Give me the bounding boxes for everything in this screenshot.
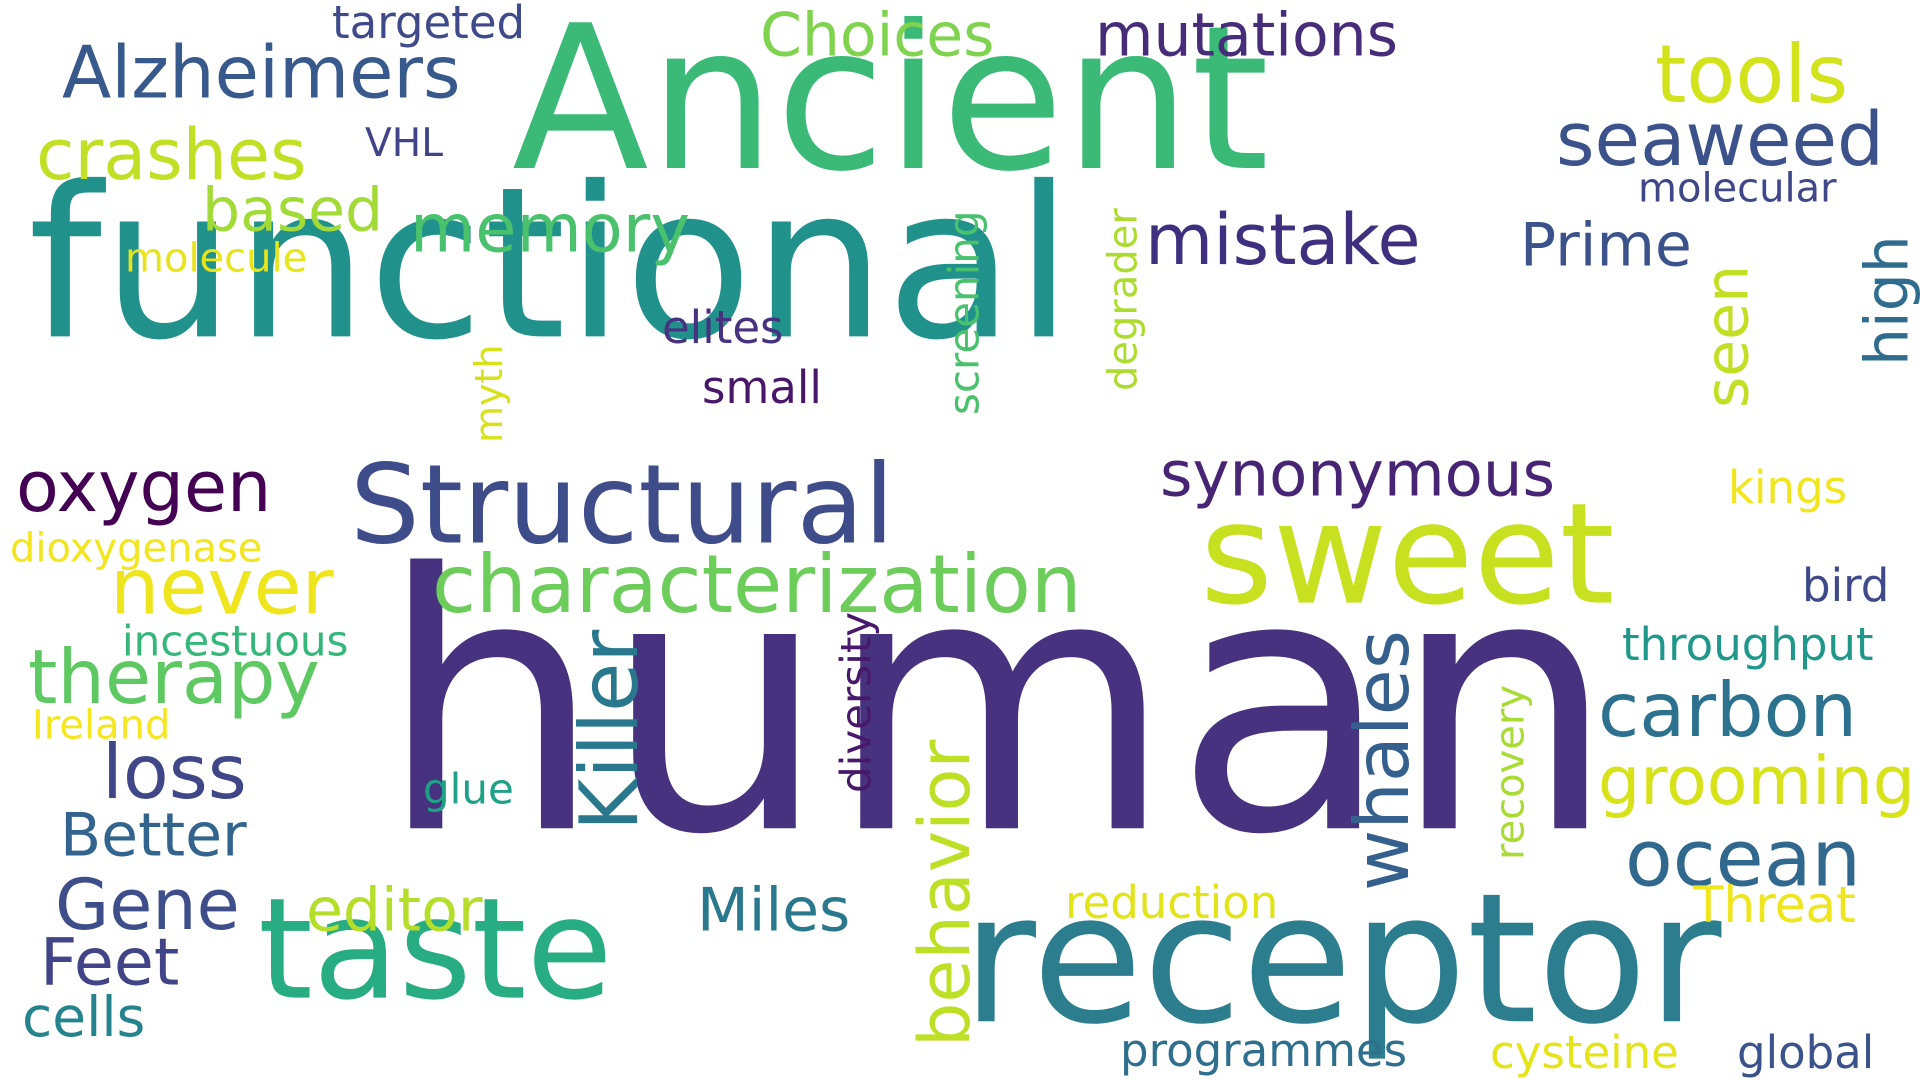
word-ocean: ocean (1625, 812, 1861, 905)
word-ancient: Ancient (512, 0, 1270, 216)
word-recovery: recovery (1486, 684, 1534, 861)
word-receptor: receptor (962, 853, 1722, 1065)
word-screening: screening (939, 209, 989, 415)
word-high: high (1851, 234, 1920, 366)
word-behavior: behavior (903, 739, 986, 1048)
word-gene: Gene (55, 863, 240, 946)
word-killer: Killer (562, 630, 657, 832)
word-whales: whales (1338, 629, 1426, 891)
word-molecular: molecular (1638, 164, 1837, 212)
word-carbon: carbon (1598, 666, 1858, 754)
word-reduction: reduction (1065, 875, 1279, 929)
word-alzheimers: Alzheimers (62, 30, 461, 115)
word-bird: bird (1802, 558, 1890, 612)
word-crashes: crashes (36, 113, 307, 196)
word-kings: kings (1728, 460, 1848, 514)
word-better: Better (60, 799, 247, 870)
word-myth: myth (466, 344, 512, 444)
word-grooming: grooming (1598, 742, 1915, 820)
word-feet: Feet (40, 924, 180, 1001)
word-human: human (378, 498, 1617, 914)
word-choices: Choices (760, 0, 995, 70)
word-taste: taste (258, 867, 613, 1032)
word-seaweed: seaweed (1556, 96, 1884, 183)
word-vhl: VHL (365, 119, 443, 166)
word-characterization: characterization (432, 537, 1082, 632)
word-loss: loss (102, 728, 247, 816)
word-elites: elites (662, 300, 784, 354)
word-mutations: mutations (1095, 0, 1398, 70)
word-global: global (1737, 1025, 1875, 1079)
word-threat: Threat (1693, 875, 1856, 934)
word-cells: cells (22, 985, 146, 1050)
word-ireland: Ireland (32, 701, 171, 749)
word-memory: memory (410, 188, 690, 268)
word-throughput: throughput (1622, 617, 1874, 671)
word-cysteine: cysteine (1490, 1025, 1679, 1079)
word-sweet: sweet (1200, 472, 1615, 637)
word-diversity: diversity (831, 611, 881, 794)
word-dioxygenase: dioxygenase (10, 524, 263, 572)
word-seen: seen (1691, 264, 1762, 409)
word-editor: editor (306, 874, 483, 945)
word-functional: functional (28, 141, 1073, 387)
word-programmes: programmes (1120, 1023, 1408, 1077)
word-molecule: molecule (125, 234, 308, 282)
word-oxygen: oxygen (16, 445, 272, 528)
word-based: based (202, 174, 384, 245)
word-mistake: mistake (1145, 198, 1421, 281)
word-incestuous: incestuous (122, 616, 349, 666)
word-glue: glue (423, 764, 514, 814)
word-never: never (110, 540, 334, 633)
word-small: small (702, 360, 822, 414)
word-prime: Prime (1520, 209, 1692, 280)
word-synonymous: synonymous (1160, 437, 1555, 511)
word-targeted: targeted (332, 0, 526, 49)
word-degrader: degrader (1099, 207, 1147, 391)
word-therapy: therapy (28, 633, 320, 721)
word-tools: tools (1655, 27, 1849, 122)
word-miles: Miles (697, 874, 851, 945)
word-structural: Structural (350, 440, 895, 569)
